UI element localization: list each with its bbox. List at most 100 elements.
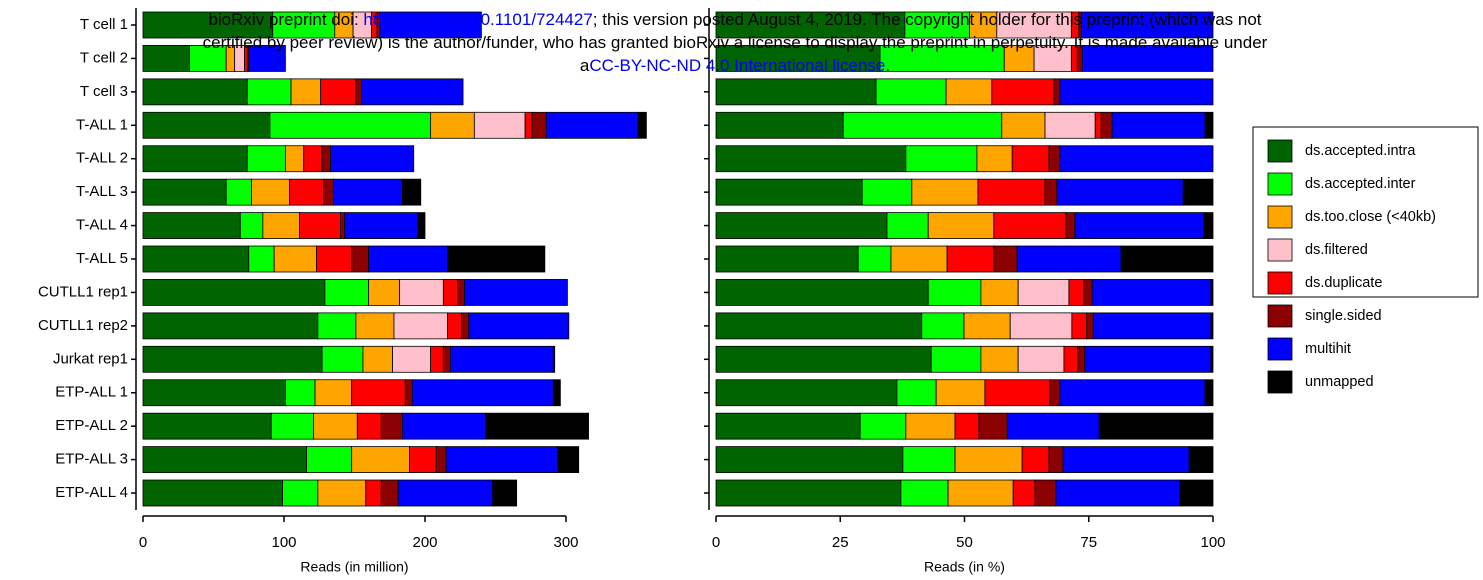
bar-segment [430, 345, 444, 373]
bar-segment [1012, 479, 1036, 507]
bar-segment [393, 312, 448, 340]
bar-segment [324, 279, 370, 306]
legend-label: multihit [1305, 341, 1351, 357]
bar-segment [320, 78, 357, 106]
legend-label: ds.filtered [1305, 242, 1368, 258]
bar-segment [715, 312, 923, 340]
bar-segment [945, 78, 993, 106]
legend-label: ds.too.close (<40kb) [1305, 209, 1436, 225]
bar-segment [142, 379, 286, 407]
x-tick-label: 25 [832, 534, 849, 551]
bar-segment [303, 145, 323, 173]
bar-segment [351, 446, 410, 473]
bar-segment [142, 345, 323, 373]
bar-segment [1204, 111, 1214, 139]
legend-label: ds.duplicate [1305, 275, 1382, 291]
notice-text: certified by peer review) is the author/… [202, 33, 1268, 52]
legend-label: ds.accepted.intra [1305, 143, 1416, 159]
bar-segment [900, 479, 949, 507]
bar-segment [445, 446, 558, 473]
bar-segment [875, 78, 947, 106]
bar-segment [1006, 412, 1100, 440]
y-tick-label: T cell 2 [80, 49, 128, 66]
bar-segment [715, 379, 898, 407]
bar-segment [954, 412, 980, 440]
bar-segment [332, 178, 403, 206]
bar-segment [886, 212, 929, 239]
bar-segment [1048, 145, 1061, 173]
bar-segment [715, 279, 929, 306]
notice-text: ; this version posted August 4, 2019. Th… [592, 10, 1262, 29]
bar-segment [189, 45, 227, 72]
bar-segment [996, 11, 1072, 39]
bar-segment [947, 479, 1014, 507]
bar-segment [464, 279, 568, 306]
bar-segment [142, 412, 272, 440]
bar-segment [142, 45, 190, 72]
bar-segment [1009, 312, 1073, 340]
bar-segment [142, 178, 227, 206]
legend-swatch [1267, 271, 1293, 295]
bar-segment [1059, 78, 1214, 106]
bar-segment [351, 245, 369, 273]
bar-segment [1077, 345, 1086, 373]
bar-segment [368, 279, 401, 306]
bar-segment [442, 345, 451, 373]
bar-segment [1091, 279, 1212, 306]
y-tick-label: ETP-ALL 4 [55, 484, 128, 501]
bar-segment [142, 145, 248, 173]
bar-segment [447, 245, 546, 273]
x-axis-label: Reads (in %) [924, 559, 1005, 575]
x-tick-label: 50 [956, 534, 973, 551]
bar-segment [1062, 446, 1190, 473]
bar-segment [1017, 279, 1070, 306]
bar-segment [449, 345, 554, 373]
bar-segment [991, 78, 1055, 106]
bar-segment [1210, 279, 1214, 306]
x-tick-label: 0 [139, 534, 147, 551]
bar-segment [142, 245, 250, 273]
bar-segment [1017, 345, 1065, 373]
y-tick-label: Jurkat rep1 [53, 350, 128, 367]
bar-segment [306, 446, 353, 473]
bar-segment [442, 279, 458, 306]
bar-segment [715, 45, 881, 72]
legend-swatch [1267, 304, 1293, 328]
bar-segment [1100, 111, 1113, 139]
bar-segment [715, 479, 902, 507]
bar-segment [447, 312, 463, 340]
bar-segment [362, 345, 393, 373]
bar-segment [879, 45, 1005, 72]
notice-link[interactable]: CC-BY-NC-ND 4.0 International license [589, 56, 886, 75]
bar-segment [1059, 145, 1214, 173]
bar-segment [1011, 145, 1050, 173]
bar-segment [935, 379, 986, 407]
bar-segment [248, 245, 275, 273]
bar-segment [1210, 312, 1214, 340]
bar-segment [355, 78, 362, 106]
y-tick-label: T-ALL 1 [76, 116, 128, 133]
bar-segment [1059, 379, 1206, 407]
bar-segment [435, 446, 447, 473]
bar-segment [1053, 78, 1061, 106]
legend-swatch [1267, 238, 1293, 262]
bar-segment [545, 111, 639, 139]
legend-label: single.sided [1305, 308, 1382, 324]
legend-label: unmapped [1305, 374, 1374, 390]
y-tick-label: CUTLL1 rep1 [38, 283, 128, 300]
bar-segment [1044, 111, 1096, 139]
bar-segment [492, 479, 518, 507]
bar-segment [861, 178, 913, 206]
bar-segment [1111, 111, 1206, 139]
bar-segment [930, 345, 982, 373]
bar-segment [552, 379, 561, 407]
bar-segment [485, 412, 589, 440]
bar-segment [954, 446, 1023, 473]
bar-segment [1210, 345, 1214, 373]
notice-line: bioRxiv preprint doi: https://doi.org/10… [0, 8, 1470, 31]
bar-segment [1048, 446, 1064, 473]
bar-segment [715, 245, 859, 273]
notice-text: . [885, 56, 891, 75]
notice-link[interactable]: https://doi.org/10.1101/724427 [363, 10, 593, 29]
